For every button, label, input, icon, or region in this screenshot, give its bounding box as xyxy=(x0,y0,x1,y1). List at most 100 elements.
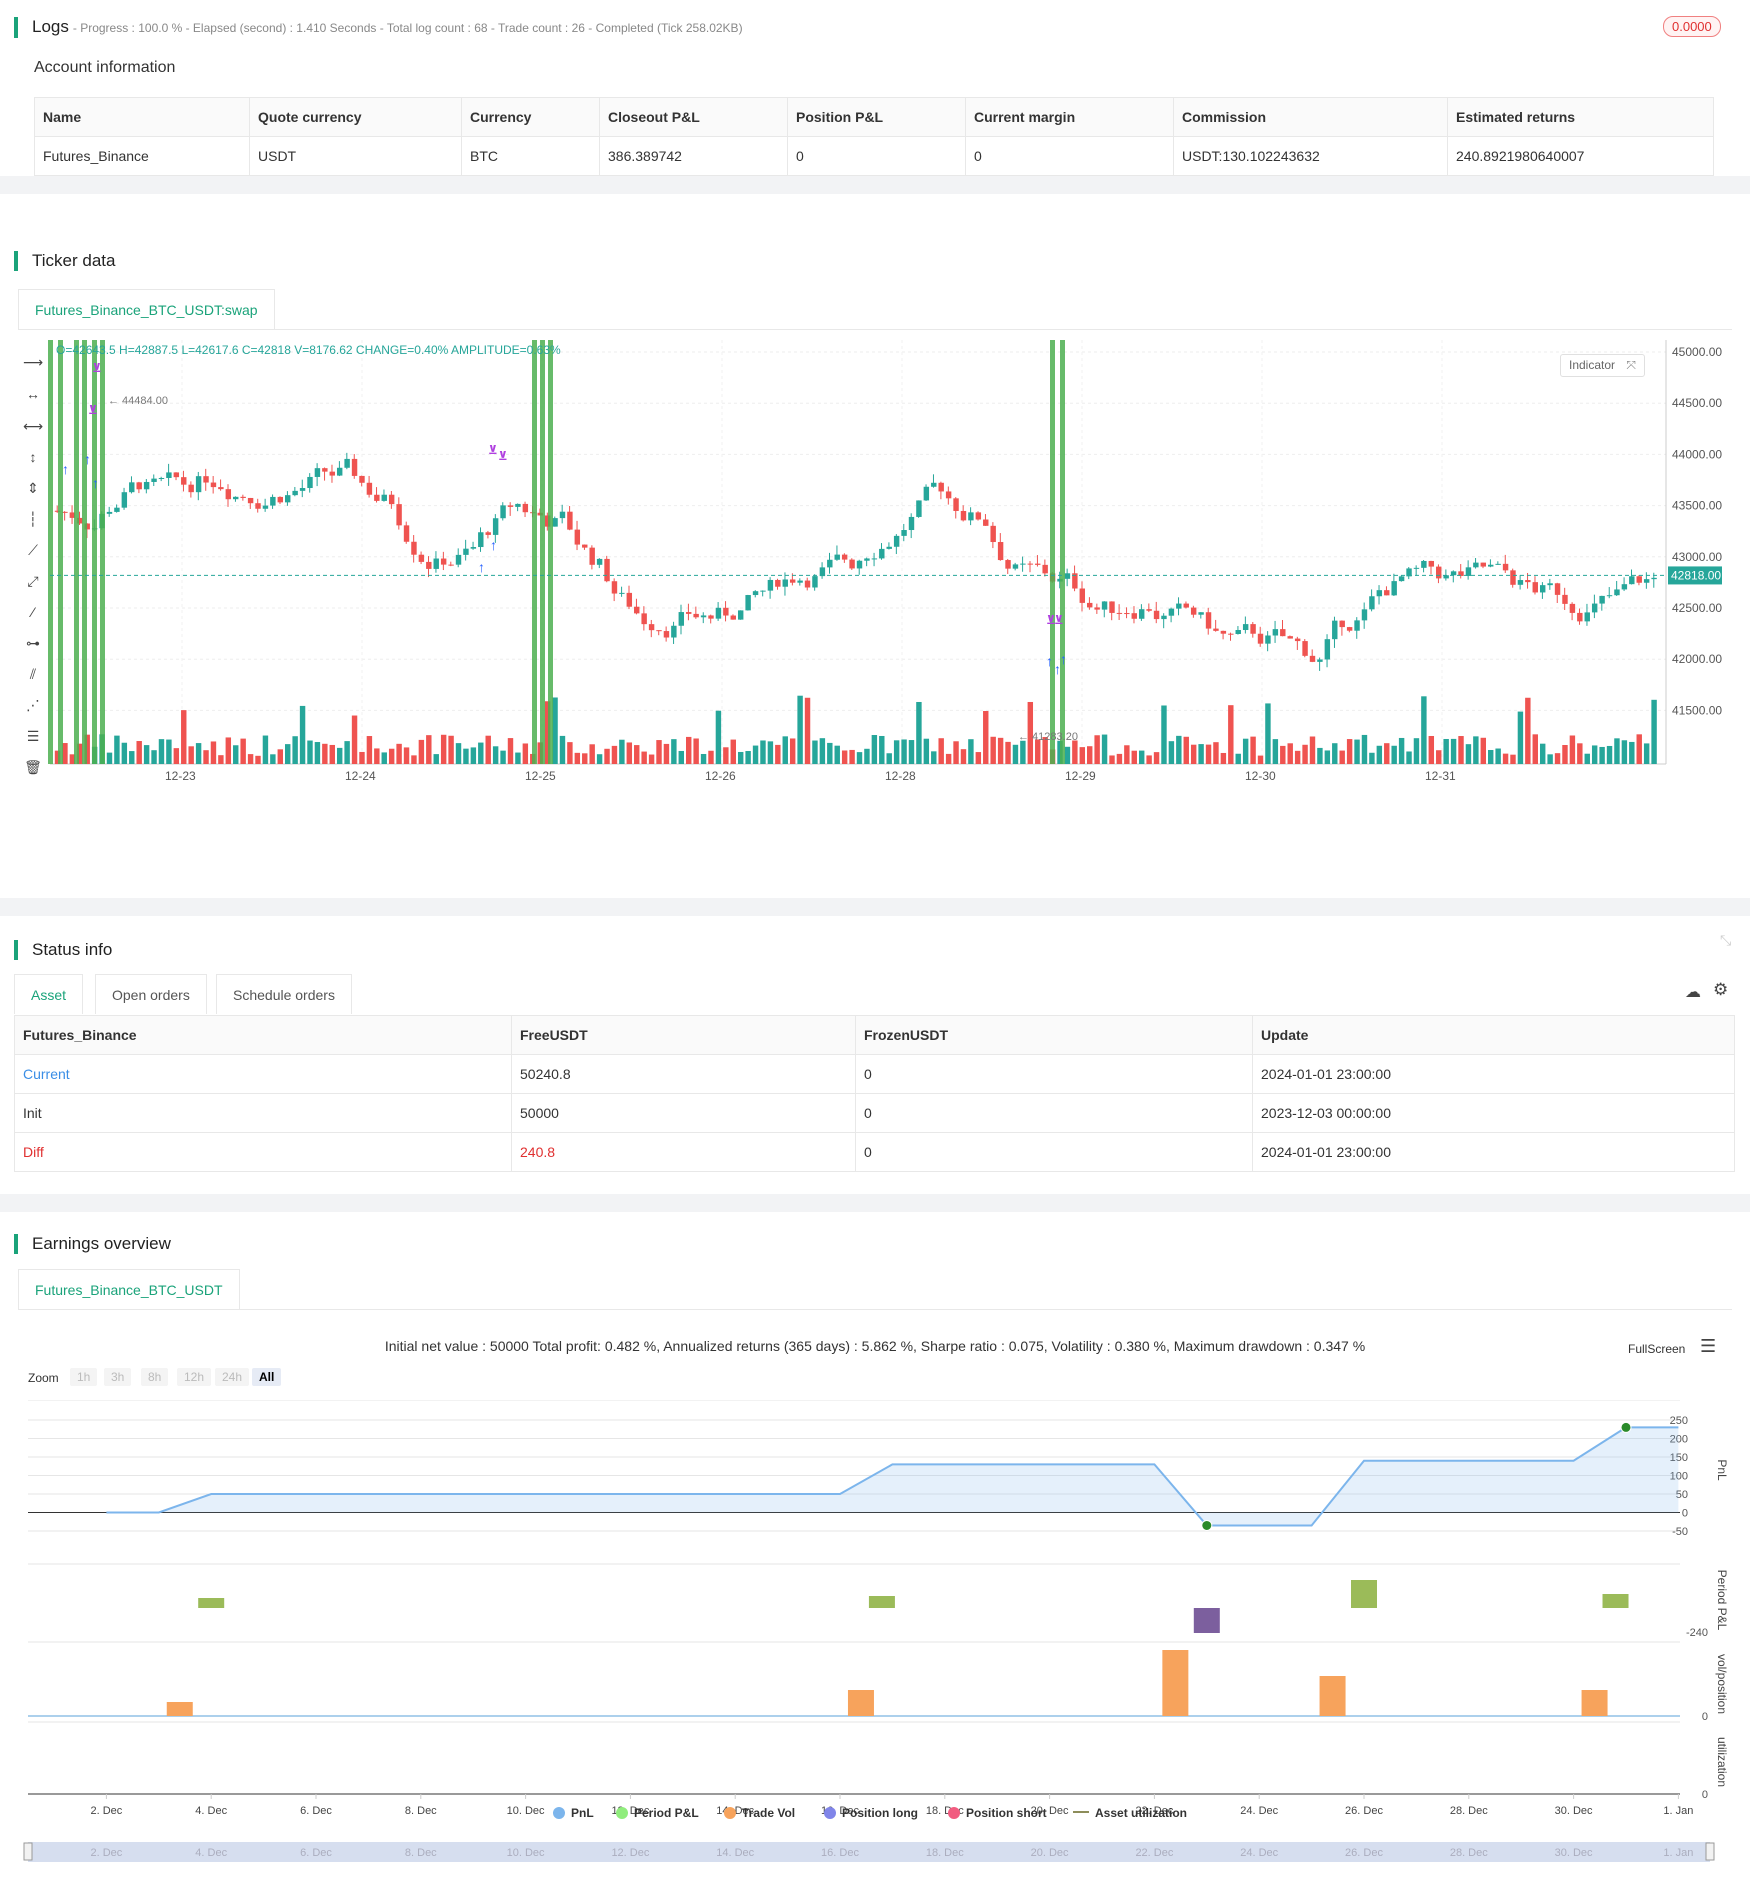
vertical-line-icon[interactable]: ↕ xyxy=(29,449,37,465)
volume-bar xyxy=(953,741,959,764)
volume-bar xyxy=(448,735,454,764)
signal-bar xyxy=(82,340,87,764)
candle-body xyxy=(485,532,491,535)
volume-bar xyxy=(931,751,937,764)
zoom-24h[interactable]: 24h xyxy=(215,1368,250,1386)
legend-position-short[interactable]: Position short xyxy=(948,1806,1047,1820)
candle-body xyxy=(329,471,335,476)
legend-pnl-dot xyxy=(553,1807,565,1819)
price-line-icon[interactable]: ⊶ xyxy=(26,635,40,651)
tab-earnings-futures[interactable]: Futures_Binance_BTC_USDT xyxy=(18,1269,240,1309)
legend-long-dot xyxy=(824,1807,836,1819)
x-tick-label: 26. Dec xyxy=(1345,1805,1383,1817)
candle-body xyxy=(1138,609,1145,619)
tab-ticker-swap[interactable]: Futures_Binance_BTC_USDT:swap xyxy=(18,289,275,329)
volume-bar xyxy=(158,739,165,764)
candle-body xyxy=(470,547,477,549)
legend-position-long[interactable]: Position long xyxy=(824,1806,918,1820)
candle-body xyxy=(797,580,803,583)
legend-asset-utilization[interactable]: Asset utilization xyxy=(1073,1806,1187,1820)
volume-bar xyxy=(886,753,892,764)
tab-asset[interactable]: Asset xyxy=(14,974,84,1014)
close-marker-icon: ⊻ xyxy=(1046,613,1056,627)
expand-icon[interactable]: ⤧ xyxy=(1626,358,1636,372)
tab-open-orders[interactable]: Open orders xyxy=(95,974,207,1014)
candle-body xyxy=(463,548,469,555)
zoom-12h[interactable]: 12h xyxy=(177,1368,212,1386)
horizontal-line-icon[interactable]: ⟶ xyxy=(22,354,44,370)
legend-period-pnl[interactable]: Period P&L xyxy=(616,1806,699,1820)
tab-schedule-orders[interactable]: Schedule orders xyxy=(216,974,352,1014)
indicator-button[interactable]: Indicator ⤧ xyxy=(1560,354,1645,377)
volume-bar xyxy=(604,748,610,764)
x-tick-label: 12-28 xyxy=(885,769,916,783)
x-tick-label: 30. Dec xyxy=(1555,1805,1593,1817)
volume-bar xyxy=(1465,744,1472,764)
volume-bar xyxy=(1190,744,1197,764)
fullscreen-button[interactable]: FullScreen xyxy=(1628,1342,1686,1356)
trend-line-icon[interactable]: ⟋ xyxy=(28,542,38,558)
earnings-chart[interactable]: 250 200 150 100 50 0 -50 -240 0 0 PnL Period P&L vol… xyxy=(0,1400,1750,1891)
volume-bar xyxy=(507,738,514,764)
candle-body xyxy=(745,595,751,611)
status-title: Status info xyxy=(14,940,112,960)
segment-line-icon[interactable]: ⁄ xyxy=(31,604,35,620)
volume-bar xyxy=(1547,754,1553,764)
volume-bar xyxy=(478,742,484,764)
parallel-line-icon[interactable]: ⫽ xyxy=(29,666,37,682)
volume-bar xyxy=(1153,752,1160,764)
y-tick-label: 42500.00 xyxy=(1672,601,1722,615)
volume-bar xyxy=(255,755,261,764)
zoom-8h[interactable]: 8h xyxy=(141,1368,169,1386)
signal-bar xyxy=(74,340,79,764)
volume-bar xyxy=(54,750,61,764)
zoom-1h[interactable]: 1h xyxy=(70,1368,98,1386)
asset-cell: 0 xyxy=(855,1054,1253,1094)
candle-body xyxy=(1369,596,1375,610)
account-header: Quote currency xyxy=(249,97,462,137)
collapse-icon[interactable]: ⤡ xyxy=(1720,932,1732,948)
legend-trade-vol[interactable]: Trade Vol xyxy=(724,1806,795,1820)
menu-icon[interactable]: ☰ xyxy=(1700,1336,1717,1356)
account-table: Name Quote currency Currency Closeout P&… xyxy=(34,97,1714,176)
channel-icon[interactable]: ⋰ xyxy=(26,697,40,713)
y-tick-label: 43000.00 xyxy=(1672,550,1722,564)
candle-body xyxy=(1064,573,1071,579)
volume-bar xyxy=(344,741,350,764)
zoom-3h[interactable]: 3h xyxy=(104,1368,132,1386)
volume-bar xyxy=(1436,750,1442,764)
candle-body xyxy=(1153,610,1160,620)
volume-bar xyxy=(1124,745,1130,764)
horizontal-segment-icon[interactable]: ⟷ xyxy=(22,418,44,434)
volume-bar xyxy=(1495,748,1501,764)
horizontal-ray-icon[interactable]: ↔ xyxy=(26,386,40,402)
candle-body xyxy=(1027,563,1034,565)
candle-body xyxy=(225,489,232,500)
candle-body xyxy=(1265,635,1271,644)
buy-arrow-icon: ↑ xyxy=(1054,661,1061,677)
trash-icon[interactable]: 🗑 xyxy=(24,759,42,775)
zoom-all[interactable]: All xyxy=(252,1368,282,1386)
x-tick-label: 1. Jan xyxy=(1663,1805,1693,1817)
gear-icon[interactable]: ⚙ xyxy=(1713,980,1729,999)
candle-body xyxy=(737,610,744,620)
cloud-icon[interactable]: ☁ xyxy=(1685,984,1701,1001)
tab-divider xyxy=(18,1309,1732,1310)
volume-bar xyxy=(990,736,996,764)
candlestick-chart[interactable]: 45000.00 44500.00 44000.00 43500.00 43000.00… xyxy=(48,340,1738,800)
volume-bar xyxy=(1406,751,1412,764)
ray-line-icon[interactable]: ⤢ xyxy=(27,573,39,589)
legend-pnl[interactable]: PnL xyxy=(553,1806,594,1820)
vertical-ray-icon[interactable]: ⇕ xyxy=(27,480,39,496)
candle-body xyxy=(262,505,269,509)
fib-icon[interactable]: ☰ xyxy=(26,728,40,744)
volume-bar xyxy=(1183,736,1189,764)
account-cell: 240.8921980640007 xyxy=(1447,136,1714,176)
vertical-segment-icon[interactable]: ┆ xyxy=(28,511,38,527)
x-tick-label: 12-26 xyxy=(705,769,736,783)
volume-bar xyxy=(151,750,157,764)
volume-bar xyxy=(336,747,343,764)
pnl-tick-label: 250 xyxy=(1670,1415,1688,1427)
volume-bar xyxy=(106,752,113,764)
row-label-init: Init xyxy=(14,1093,512,1133)
